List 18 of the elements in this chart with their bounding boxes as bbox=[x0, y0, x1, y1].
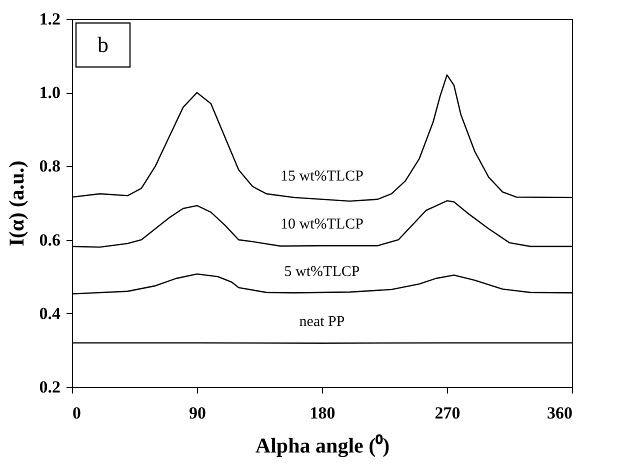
y-tick-label: 0.2 bbox=[39, 378, 60, 396]
x-axis-title: Alpha angle (⁰) bbox=[255, 434, 390, 458]
y-tick-label: 0.6 bbox=[39, 230, 60, 250]
y-tick-label: 0.4 bbox=[39, 304, 61, 323]
y-tick-label: 0.8 bbox=[39, 156, 60, 176]
x-tick-label: 360 bbox=[547, 404, 572, 422]
series-label: 5 wt%TLCP bbox=[284, 264, 360, 280]
series-label: 15 wt%TLCP bbox=[280, 168, 364, 184]
x-tick-label: 180 bbox=[310, 404, 336, 422]
y-tick-label: 1.0 bbox=[39, 83, 60, 102]
x-tick-label: 270 bbox=[434, 404, 460, 422]
y-tick-label: 1.2 bbox=[39, 10, 60, 28]
annotation: b bbox=[98, 32, 108, 57]
series-label: neat PP bbox=[299, 314, 345, 330]
series-label: 10 wt%TLCP bbox=[280, 216, 364, 233]
x-tick-label: 90 bbox=[189, 404, 206, 422]
y-axis-title: I(α) (a.u.) bbox=[4, 160, 28, 246]
x-tick-label: 0 bbox=[72, 404, 81, 422]
